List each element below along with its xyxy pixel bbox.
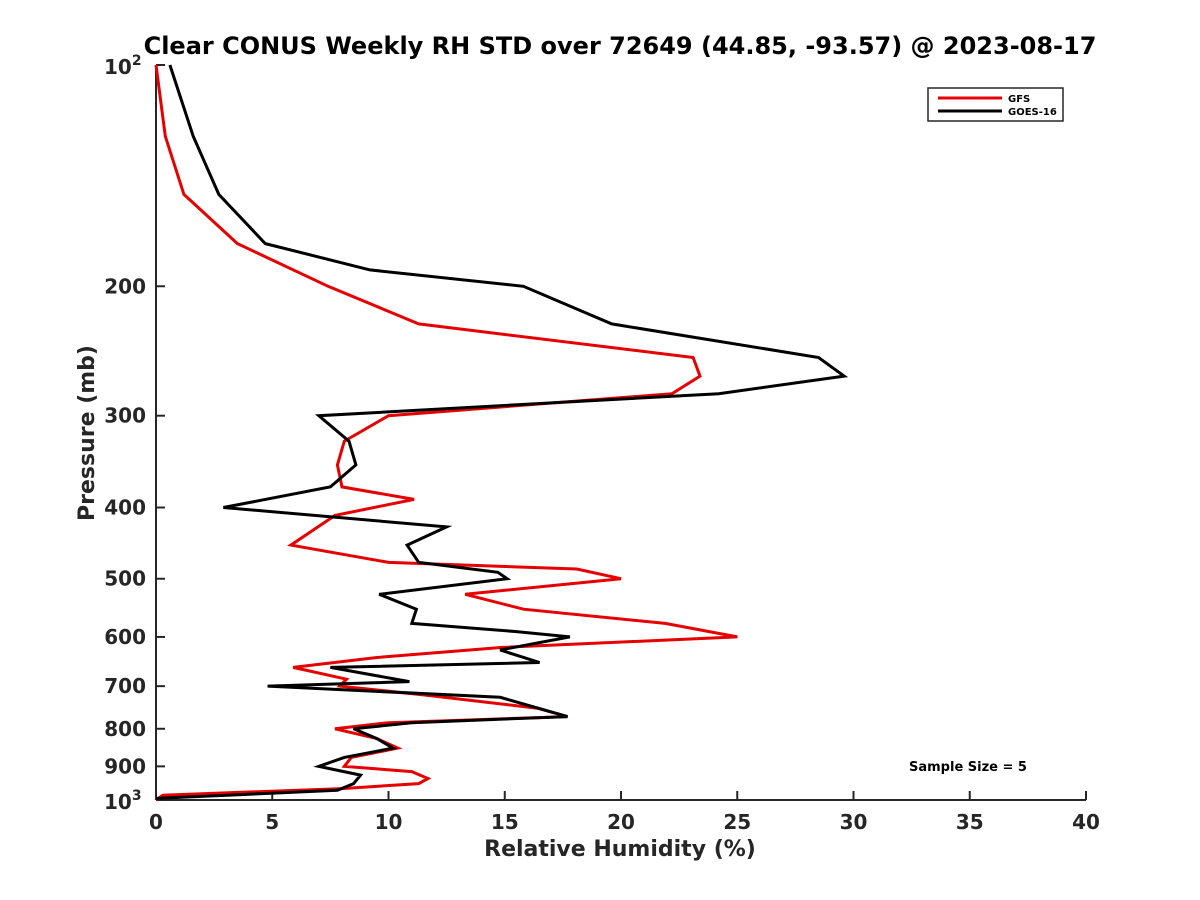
legend-label: GOES-16 (1008, 107, 1057, 118)
y-tick-label: 800 (104, 717, 146, 741)
series-line-goes-16 (155, 64, 849, 800)
x-tick-label: 40 (1072, 810, 1100, 834)
legend-box (927, 87, 1064, 122)
y-tick-label: 700 (104, 674, 146, 698)
chart-title: Clear CONUS Weekly RH STD over 72649 (44… (144, 32, 1097, 60)
y-tick-label: 400 (104, 496, 146, 520)
y-tick-exponent: 2 (132, 53, 142, 69)
legend: GFS GOES-16 (927, 87, 1064, 122)
y-tick-label: 102 (104, 53, 142, 79)
legend-label: GFS (1008, 94, 1030, 105)
axes: 0 5 10 15 20 25 30 35 40102200300400500600700800… (104, 53, 1100, 834)
x-tick-label: 0 (149, 810, 163, 834)
y-tick-label: 900 (104, 754, 146, 778)
x-tick-label: 5 (265, 810, 279, 834)
y-tick-label: 103 (104, 788, 142, 814)
x-axis-label: Relative Humidity (%) (484, 837, 756, 862)
x-tick-label: 35 (956, 810, 984, 834)
y-axis-label: Pressure (mb) (75, 345, 100, 521)
x-tick-label: 20 (607, 810, 635, 834)
y-tick-label: 300 (104, 404, 146, 428)
y-tick-label: 200 (104, 274, 146, 298)
y-tick-label: 600 (104, 625, 146, 649)
x-tick-label: 15 (491, 810, 519, 834)
y-tick-exponent: 3 (132, 788, 142, 804)
series-layer (154, 64, 849, 802)
x-tick-label: 10 (375, 810, 403, 834)
sample-size-annotation: Sample Size = 5 (909, 760, 1027, 775)
series-line-gfs (154, 64, 738, 802)
y-tick-base: 10 (104, 55, 132, 79)
y-tick-label: 500 (104, 567, 146, 591)
x-tick-label: 25 (723, 810, 751, 834)
y-tick-base: 10 (104, 790, 132, 814)
x-tick-label: 30 (840, 810, 868, 834)
